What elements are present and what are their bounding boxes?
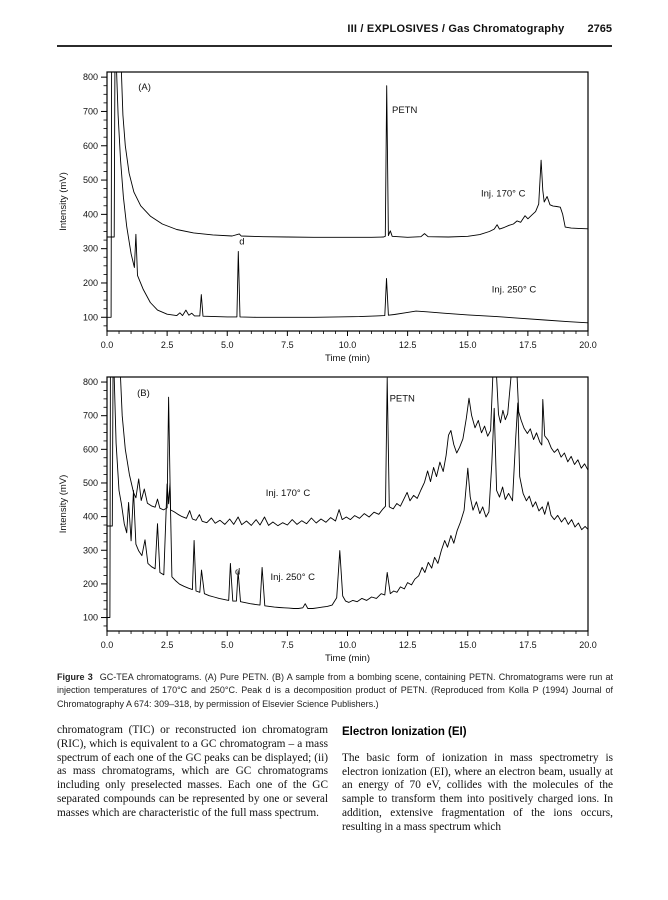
annotation-label: Inj. 170° C (266, 488, 311, 499)
y-tick-label: 600 (83, 444, 98, 454)
x-tick-label: 12.5 (399, 340, 417, 350)
page-header: III / EXPLOSIVES / Gas Chromatography 27… (57, 23, 612, 35)
trace-250c (107, 72, 588, 324)
chromatogram-panel-a: 100 200 300 400 500 600 700 800 0.0 2.5 5.0 7.5 10.0… (58, 71, 597, 364)
x-tick-label: 12.5 (399, 640, 417, 650)
annotation-label: d (239, 237, 244, 248)
y-axis-title: Intensity (mV) (58, 172, 69, 231)
figure-caption-label: Figure 3 (57, 672, 93, 682)
x-tick-label: 17.5 (519, 640, 537, 650)
x-tick-label: 15.0 (459, 640, 477, 650)
x-tick-label: 20.0 (579, 340, 597, 350)
y-tick-label: 300 (83, 545, 98, 555)
right-paragraph: The basic form of ionization in mass spe… (342, 751, 613, 833)
y-tick-label: 800 (83, 72, 98, 82)
annotation-label: Inj. 250° C (271, 572, 316, 583)
y-tick-label: 500 (83, 175, 98, 185)
y-tick-label: 100 (83, 613, 98, 623)
x-tick-label: 0.0 (101, 640, 114, 650)
plot-frame (106, 376, 589, 632)
x-tick-label: 5.0 (221, 340, 234, 350)
trace-170c (107, 377, 588, 527)
page-number: 2765 (587, 23, 612, 35)
left-column: chromatogram (TIC) or reconstructed ion … (57, 724, 328, 835)
body-columns: chromatogram (TIC) or reconstructed ion … (57, 724, 613, 835)
header-rule (57, 45, 612, 47)
y-tick-label: 200 (83, 579, 98, 589)
left-paragraph: chromatogram (TIC) or reconstructed ion … (57, 724, 328, 819)
y-tick-label: 600 (83, 141, 98, 151)
x-tick-label: 15.0 (459, 340, 477, 350)
annotation-label: (A) (138, 82, 151, 93)
annotation-label: PETN (392, 105, 417, 116)
y-tick-label: 400 (83, 209, 98, 219)
x-tick-label: 5.0 (221, 640, 234, 650)
x-tick-label: 7.5 (281, 640, 294, 650)
x-tick-label: 2.5 (161, 640, 174, 650)
y-tick-label: 100 (83, 312, 98, 322)
y-tick-label: 700 (83, 411, 98, 421)
chromatogram-panel-b: 100 200 300 400 500 600 700 800 0.0 2.5 5.0 7.5 10.0… (58, 376, 597, 664)
annotation-label: d (235, 566, 240, 577)
y-tick-label: 200 (83, 278, 98, 288)
y-tick-label: 700 (83, 106, 98, 116)
x-tick-label: 2.5 (161, 340, 174, 350)
x-tick-label: 17.5 (519, 340, 537, 350)
x-tick-label: 10.0 (339, 340, 357, 350)
section-heading-ei: Electron Ionization (EI) (342, 726, 467, 738)
trace-170c (107, 72, 588, 238)
x-tick-label: 7.5 (281, 340, 294, 350)
annotation-label: Inj. 250° C (492, 285, 537, 296)
figure-caption-text: GC-TEA chromatograms. (A) Pure PETN. (B)… (57, 672, 613, 709)
x-axis-title: Time (min) (325, 653, 370, 664)
annotation-label: (B) (137, 388, 150, 399)
y-tick-label: 500 (83, 478, 98, 488)
x-tick-label: 20.0 (579, 640, 597, 650)
x-tick-label: 0.0 (101, 340, 114, 350)
y-axis-title: Intensity (mV) (58, 475, 69, 534)
running-title: III / EXPLOSIVES / Gas Chromatography (347, 23, 565, 35)
x-tick-label: 10.0 (339, 640, 357, 650)
annotation-label: PETN (390, 394, 415, 405)
x-axis-title: Time (min) (325, 353, 370, 364)
figure-caption: Figure 3 GC-TEA chromatograms. (A) Pure P… (57, 671, 613, 711)
y-tick-label: 400 (83, 512, 98, 522)
y-tick-label: 800 (83, 377, 98, 387)
y-tick-label: 300 (83, 244, 98, 254)
trace-250c (107, 377, 588, 618)
right-column: Electron Ionization (EI) The basic form … (342, 724, 613, 835)
annotation-label: Inj. 170° C (481, 189, 526, 200)
